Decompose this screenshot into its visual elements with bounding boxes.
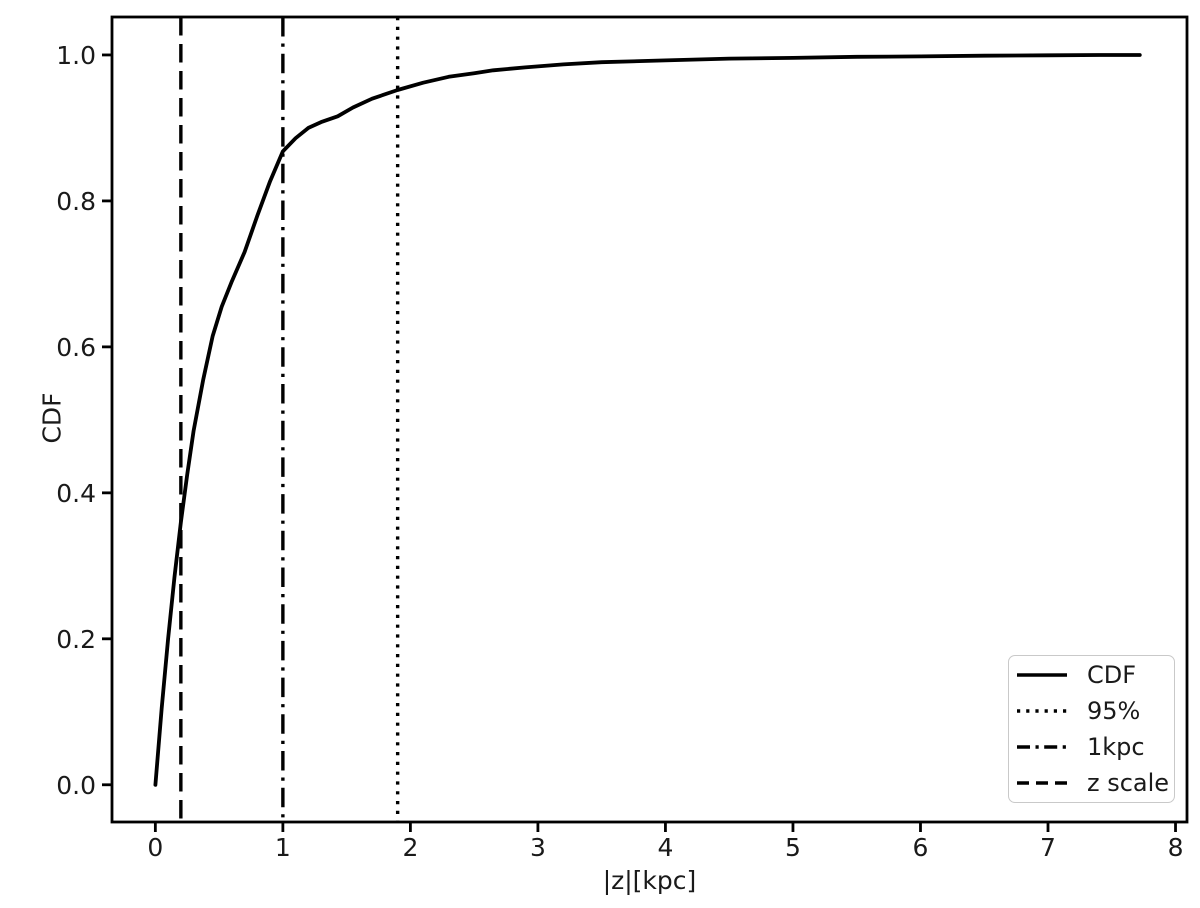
x-axis-tick-label: 1 bbox=[275, 833, 291, 862]
legend-row-cdf: CDF bbox=[1016, 657, 1174, 693]
x-axis-tick-label: 3 bbox=[530, 833, 546, 862]
x-axis-label: |z|[kpc] bbox=[602, 866, 697, 895]
legend-row-z-scale: z scale bbox=[1016, 765, 1174, 801]
legend-label-1kpc: 1kpc bbox=[1087, 733, 1145, 761]
y-axis-tick-label: 0.0 bbox=[56, 771, 96, 800]
legend-label-z-scale: z scale bbox=[1087, 769, 1170, 797]
dashed-line-sample-icon bbox=[1017, 781, 1067, 785]
legend-row-95: 95% bbox=[1016, 693, 1174, 729]
y-axis-tick-label: 0.6 bbox=[56, 333, 96, 362]
y-axis-tick-label: 0.4 bbox=[56, 479, 96, 508]
x-axis-tick-label: 5 bbox=[785, 833, 801, 862]
y-axis-label: CDF bbox=[37, 392, 67, 444]
x-axis-tick-label: 8 bbox=[1168, 833, 1184, 862]
cdf-curve bbox=[153, 53, 1142, 787]
dotted-line-sample-icon bbox=[1017, 709, 1067, 713]
solid-line-sample-icon bbox=[1017, 673, 1067, 677]
y-axis-tick-label: 0.8 bbox=[56, 187, 96, 216]
x-axis-tick-label: 4 bbox=[657, 833, 673, 862]
dashdot-line-sample-icon bbox=[1017, 745, 1067, 749]
x-axis-tick-label: 2 bbox=[402, 833, 418, 862]
legend-label-cdf: CDF bbox=[1087, 661, 1137, 689]
legend-row-1kpc: 1kpc bbox=[1016, 729, 1174, 765]
x-axis-tick-label: 6 bbox=[913, 833, 929, 862]
y-axis-tick-label: 1.0 bbox=[56, 41, 96, 70]
x-axis-tick-label: 0 bbox=[147, 833, 163, 862]
legend-label-95: 95% bbox=[1087, 697, 1141, 725]
y-axis-tick-label: 0.2 bbox=[56, 625, 96, 654]
plot-border bbox=[110, 15, 1189, 824]
x-axis-tick-label: 7 bbox=[1040, 833, 1056, 862]
legend-box: CDF 95% 1kpc z scale bbox=[1008, 655, 1175, 803]
